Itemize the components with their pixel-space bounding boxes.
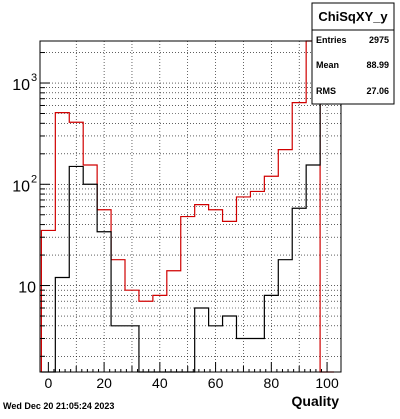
x-tick-label: 60 (208, 375, 224, 391)
stats-label-rms: RMS (316, 86, 336, 96)
y-tick-label: 10 (18, 280, 36, 297)
y-tick-label-base: 10 (12, 178, 30, 195)
stats-value-entries: 2975 (369, 35, 389, 45)
x-tick-label: 80 (264, 375, 280, 391)
y-tick-label: 10 2 (12, 173, 37, 195)
stats-box-title: ChiSqXY_y (318, 9, 388, 24)
histogram-series-1 (41, 64, 335, 373)
x-axis: 0 20 40 60 80 100 (44, 362, 339, 391)
stats-box: ChiSqXY_y Entries 2975 Mean 88.99 RMS 27… (311, 2, 395, 105)
x-tick-label: 0 (44, 375, 52, 391)
y-tick-label-base: 10 (12, 77, 30, 94)
stats-box-frame (311, 2, 395, 105)
y-tick-label-exponent: 2 (31, 173, 37, 185)
timestamp: Wed Dec 20 21:05:24 2023 (3, 401, 114, 411)
stats-label-entries: Entries (316, 35, 347, 45)
stats-label-mean: Mean (316, 60, 339, 70)
y-tick-label: 10 3 (12, 72, 37, 94)
x-tick-label: 20 (96, 375, 112, 391)
x-tick-label: 100 (315, 375, 339, 391)
stats-value-mean: 88.99 (366, 60, 389, 70)
histogram-series-0 (40, 40, 335, 373)
y-tick-label-base: 10 (18, 280, 36, 297)
x-tick-label: 40 (152, 375, 168, 391)
y-tick-label-exponent: 3 (31, 72, 37, 84)
histogram-series (40, 40, 335, 373)
grid-lines (40, 41, 341, 372)
stats-value-rms: 27.06 (366, 86, 389, 96)
x-axis-label: Quality (292, 393, 340, 409)
